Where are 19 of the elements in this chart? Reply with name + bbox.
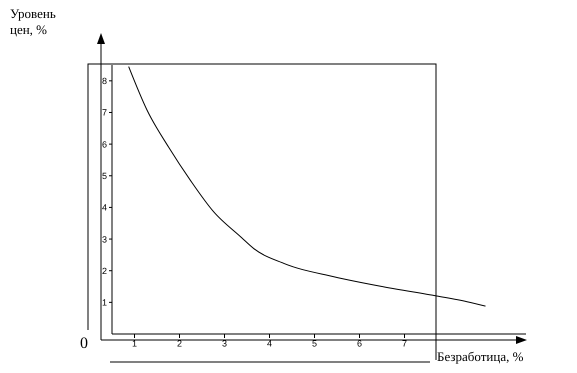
y-tick-label: 7 — [102, 108, 107, 118]
y-tick-label: 6 — [102, 139, 107, 150]
x-tick-label: 1 — [132, 338, 138, 348]
x-tick-label: 6 — [356, 338, 362, 348]
y-tick-label: 2 — [102, 266, 107, 276]
text: 0 — [80, 335, 88, 353]
y-axis-title: Уровень цен, % — [10, 6, 57, 38]
x-tick-label: 7 — [402, 338, 408, 348]
y-tick-label: 1 — [102, 298, 107, 308]
y-tick-label: 8 — [102, 76, 107, 86]
x-tick-label: 5 — [312, 338, 318, 348]
y-tick-label: 5 — [102, 170, 107, 181]
line-series — [128, 66, 486, 307]
x-tick-label: 2 — [176, 338, 182, 348]
y-tick-label: 4 — [102, 202, 107, 213]
x-axis-title: Безработица, % — [437, 349, 524, 365]
y-tick-label: 3 — [102, 234, 107, 244]
x-tick-label: 4 — [266, 338, 272, 348]
x-tick-label: 3 — [222, 338, 228, 348]
